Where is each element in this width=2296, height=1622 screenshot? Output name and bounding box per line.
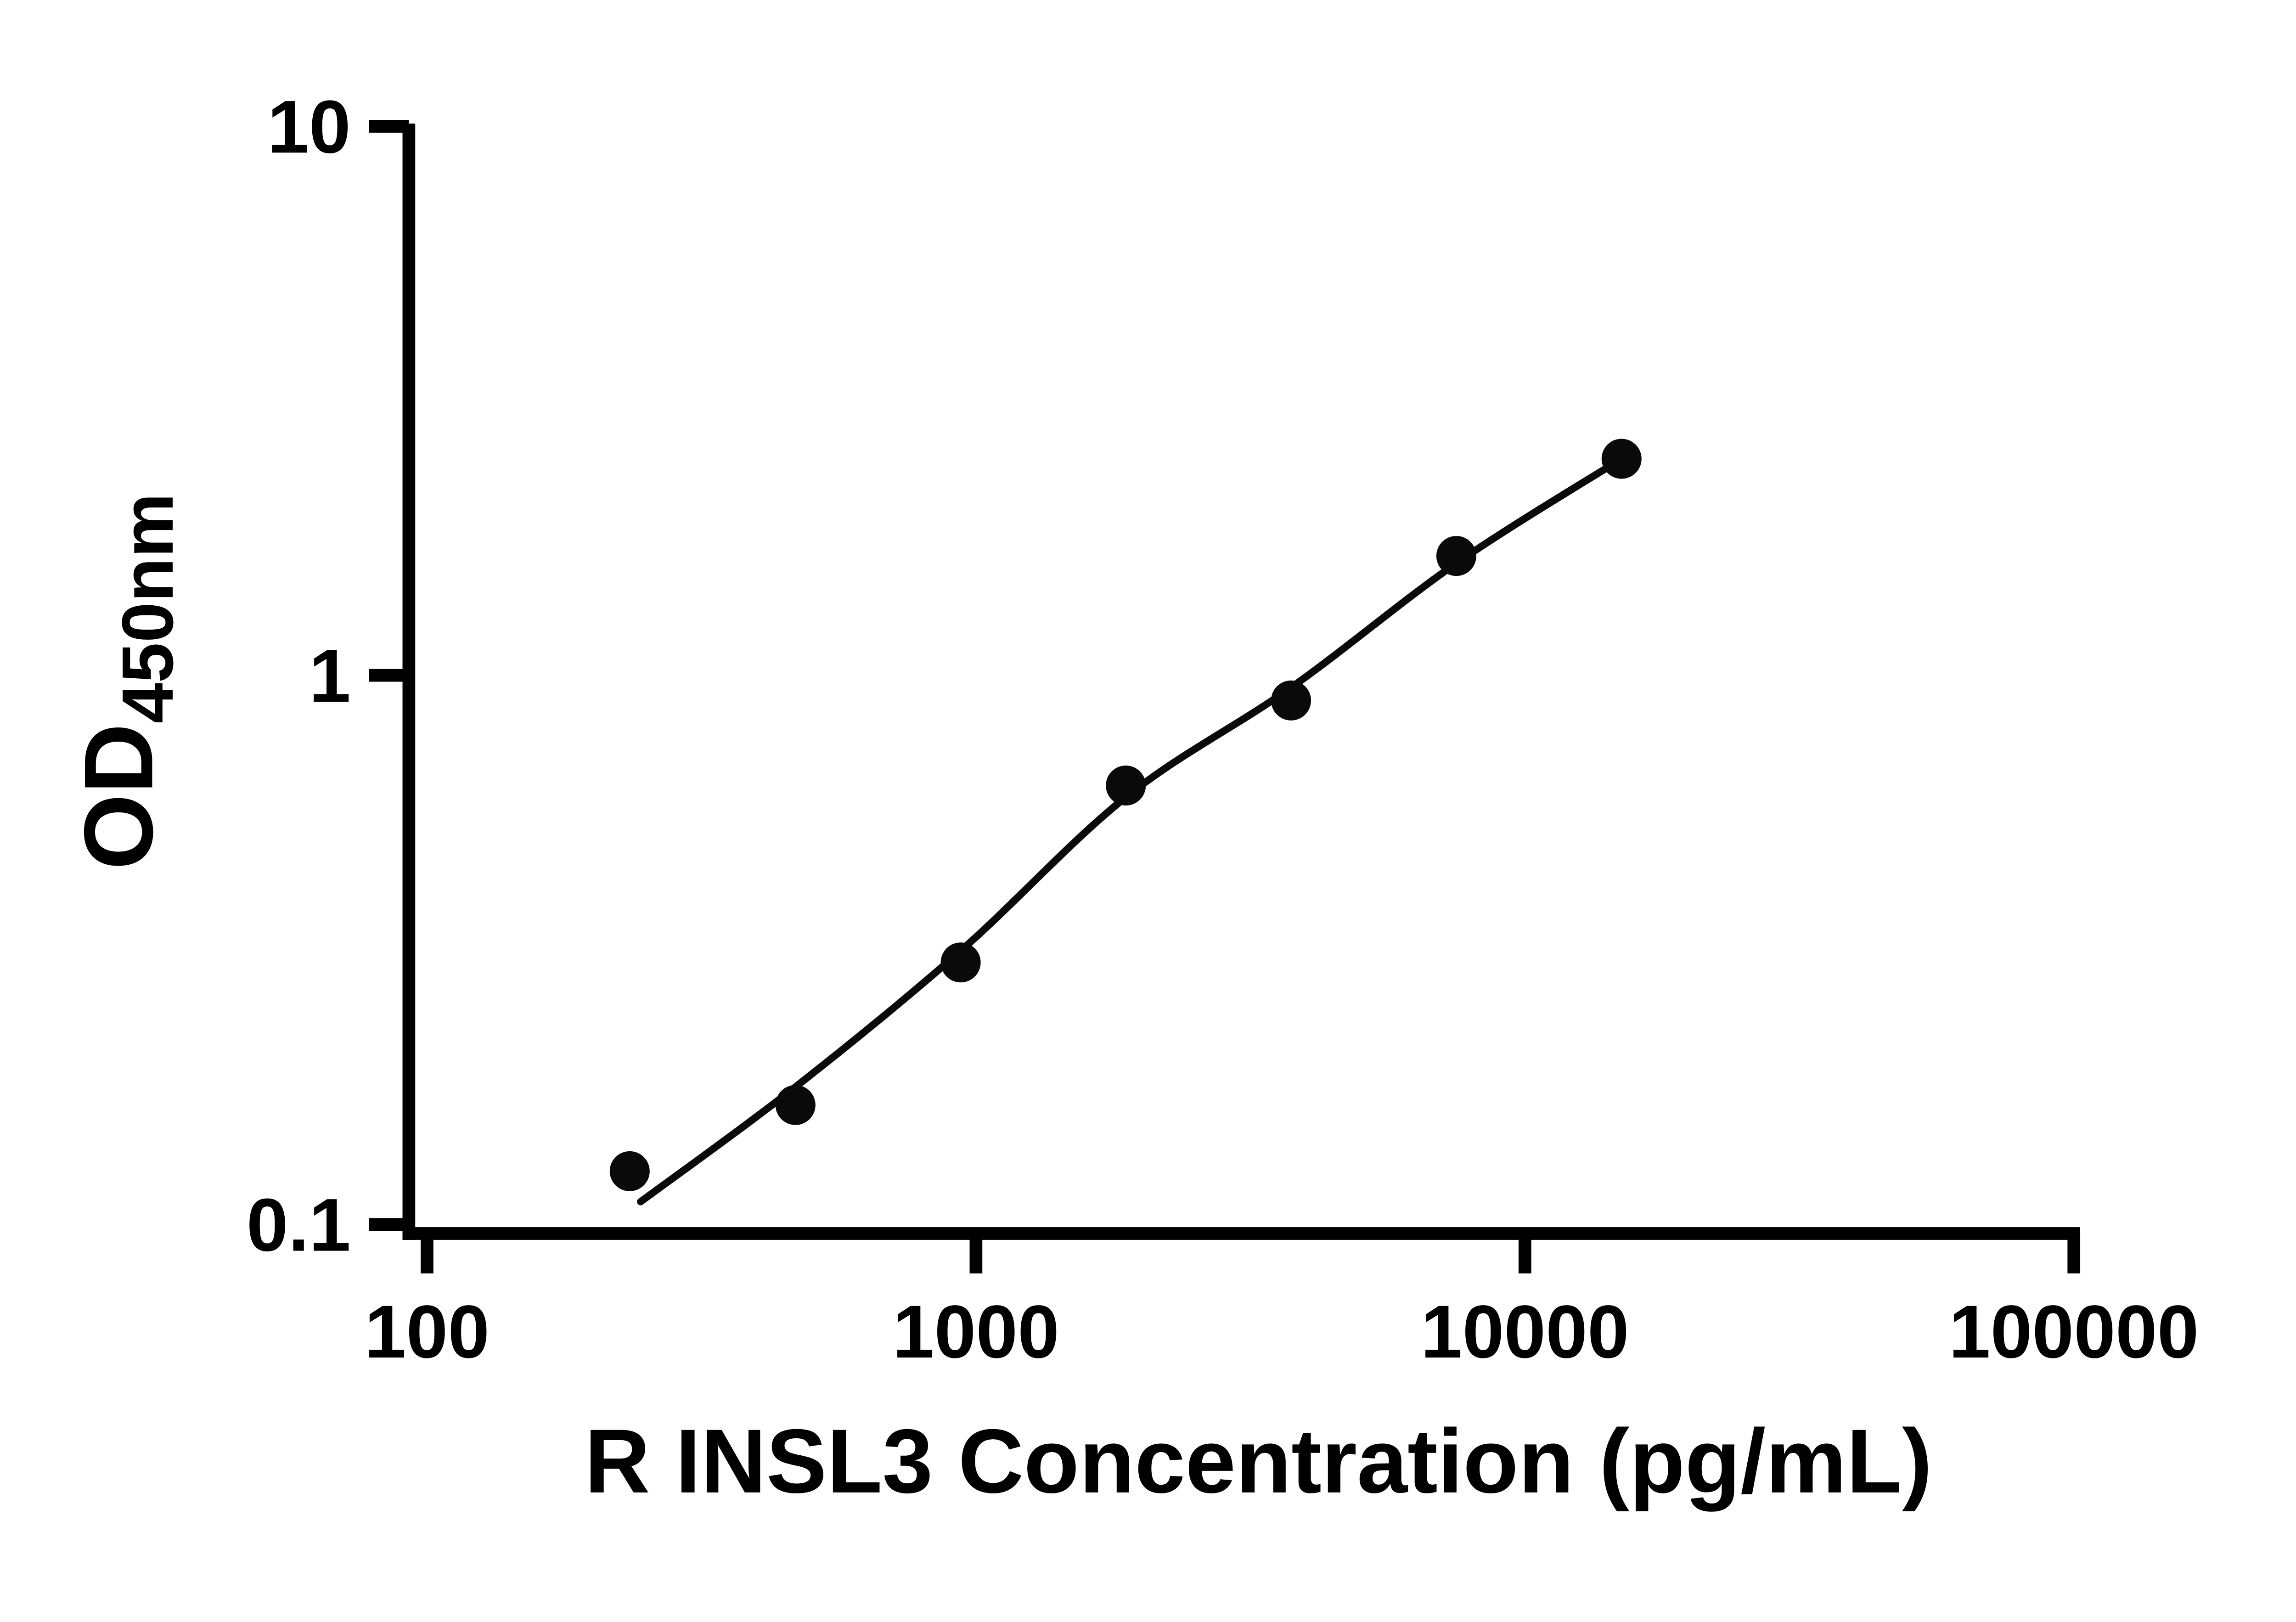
- data-point: [1601, 439, 1642, 479]
- data-point: [1106, 765, 1146, 806]
- y-axis-title-main: OD: [64, 723, 173, 870]
- data-point: [1271, 680, 1311, 721]
- y-tick-label: 10: [267, 84, 351, 169]
- y-axis-title-sub: 450nm: [107, 493, 188, 723]
- y-axis-title: OD450nm: [64, 493, 188, 870]
- x-tick-label: 1000: [893, 1290, 1059, 1374]
- data-point: [609, 1151, 650, 1191]
- data-point: [1436, 536, 1476, 576]
- x-tick-label: 100000: [1949, 1290, 2199, 1374]
- plot-area: 100 1000 10000 100000 10 1 0.1: [247, 84, 2199, 1374]
- data-point: [775, 1085, 816, 1125]
- x-axis-title: R INSL3 Concentration (pg/mL): [585, 1410, 1932, 1512]
- y-tick-label: 1: [309, 634, 351, 718]
- y-tick-label: 0.1: [247, 1183, 351, 1267]
- x-tick-label: 10000: [1421, 1290, 1629, 1374]
- x-tick-label: 100: [365, 1290, 490, 1374]
- data-point: [940, 942, 981, 983]
